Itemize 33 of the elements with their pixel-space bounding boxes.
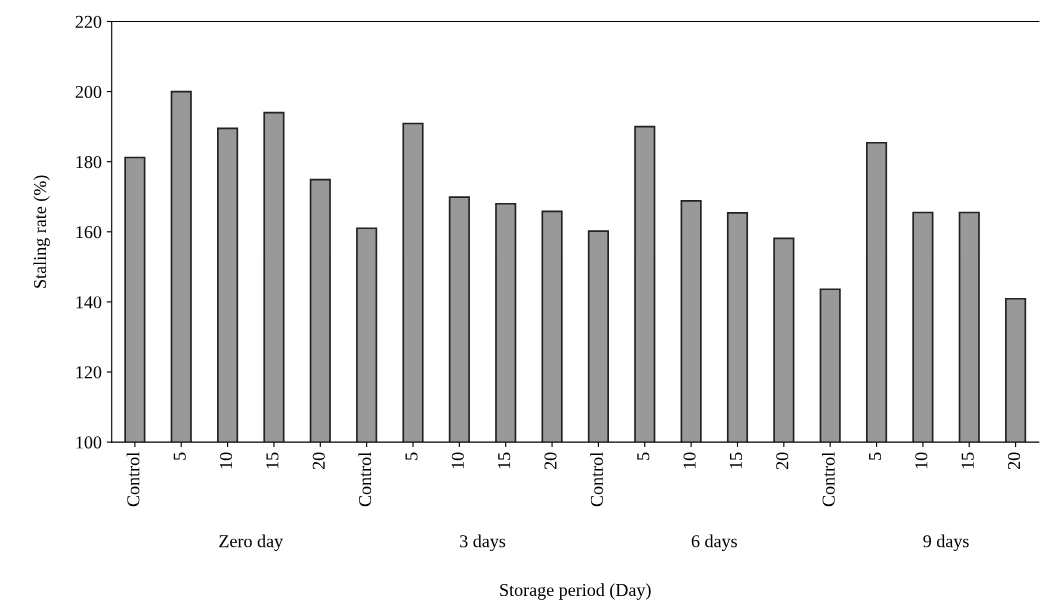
x-tick-label: 15: [266, 452, 279, 469]
x-tick-label: 20: [312, 452, 325, 470]
x-tick-label: Control: [822, 452, 835, 507]
x-tick-label: 5: [637, 452, 650, 460]
text: 3 days: [460, 534, 506, 552]
x-axis-title: Storage period (Day): [500, 583, 651, 600]
text: Zero day: [219, 534, 284, 552]
y-axis-title: Staling rate (%): [33, 175, 50, 288]
x-tick-label: 10: [451, 452, 464, 469]
x-tick-label: 10: [683, 452, 696, 469]
x-tick-label: 20: [776, 452, 789, 470]
text: 6 days: [691, 534, 737, 552]
text: 9 days: [923, 534, 969, 552]
x-tick-label: 5: [173, 452, 186, 460]
x-tick-label: 15: [498, 452, 511, 469]
x-tick-label: 20: [1007, 452, 1021, 470]
y-tick-label: 200: [75, 85, 102, 99]
y-tick-label: 120: [76, 366, 102, 379]
y-tick-label: 180: [76, 155, 102, 169]
x-tick-label: Control: [590, 452, 603, 507]
y-tick-label: 220: [75, 15, 102, 28]
y-tick-label: 160: [76, 226, 102, 239]
x-tick-label: 20: [544, 452, 557, 470]
x-tick-label: 10: [219, 452, 233, 469]
y-tick-label: 140: [76, 296, 102, 309]
x-tick-label: 15: [961, 452, 974, 469]
x-tick-label: 5: [869, 452, 882, 460]
x-tick-label: Control: [358, 452, 372, 507]
x-tick-label: 5: [405, 452, 418, 460]
x-tick-label: 15: [729, 452, 742, 469]
x-tick-label: Control: [126, 452, 140, 507]
x-tick-label: 10: [915, 452, 928, 469]
y-tick-label: 100: [76, 436, 102, 449]
